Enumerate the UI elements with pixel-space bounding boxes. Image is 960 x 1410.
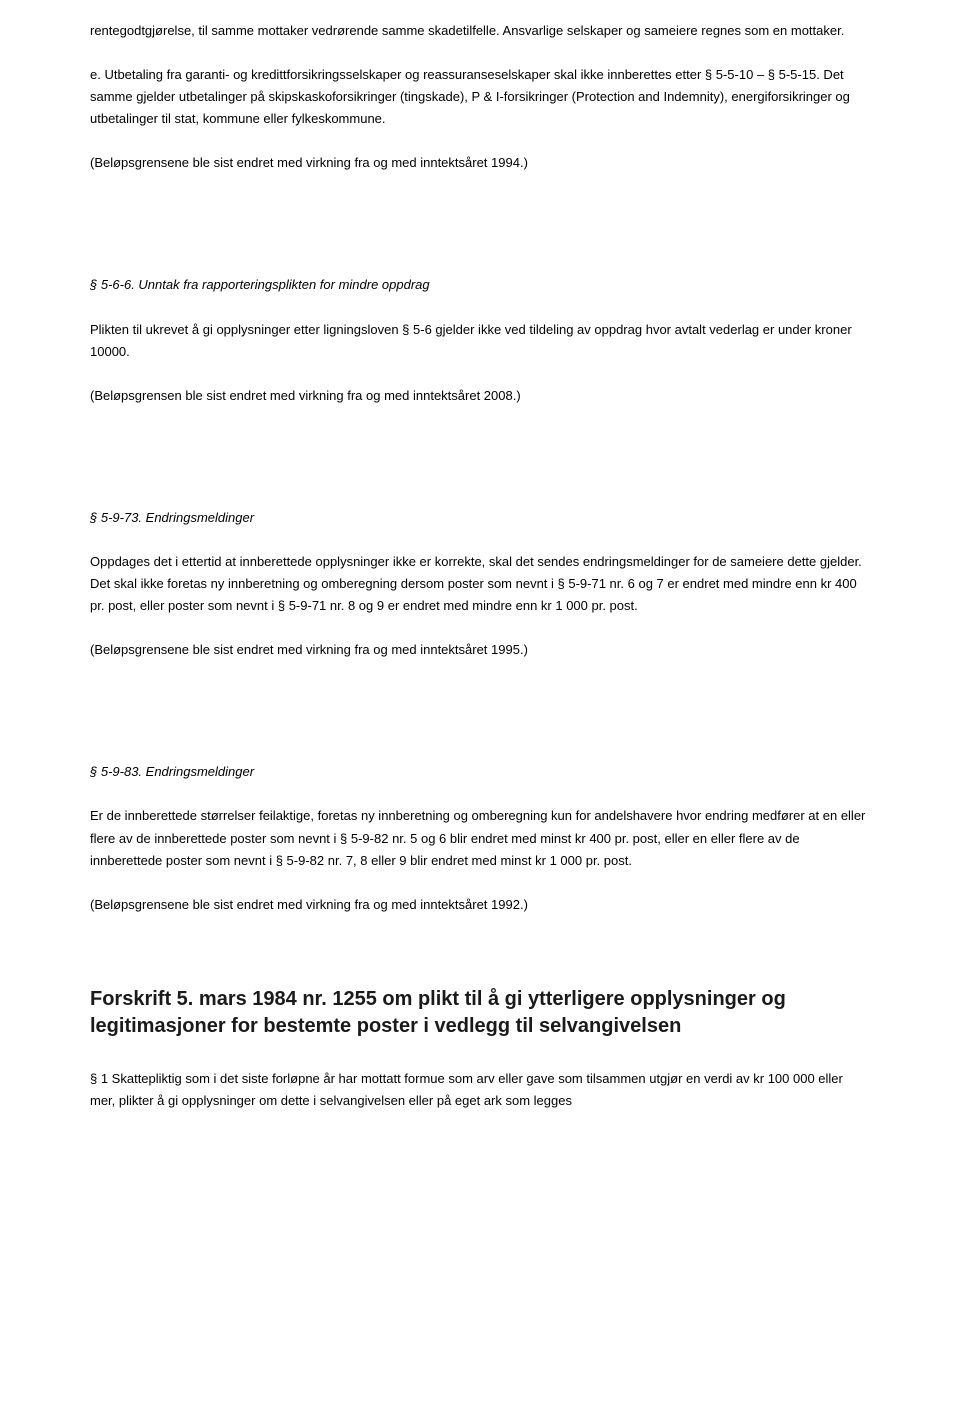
paragraph-1: rentegodtgjørelse, til samme mottaker ve… (90, 20, 870, 42)
section-5-6-6-title: § 5-6-6. Unntak fra rapporteringsplikten… (90, 274, 870, 296)
section-5-9-73-p1: Oppdages det i ettertid at innberettede … (90, 551, 870, 617)
section-5-9-73-p2: (Beløpsgrensene ble sist endret med virk… (90, 639, 870, 661)
section-5-9-83-p2: (Beløpsgrensene ble sist endret med virk… (90, 894, 870, 916)
forskrift-heading: Forskrift 5. mars 1984 nr. 1255 om plikt… (90, 986, 870, 1040)
section-5-9-73-title: § 5-9-73. Endringsmeldinger (90, 507, 870, 529)
paragraph-3: (Beløpsgrensene ble sist endret med virk… (90, 152, 870, 174)
section-5-6-6-p1: Plikten til ukrevet å gi opplysninger et… (90, 319, 870, 363)
section-5-6-6-p2: (Beløpsgrensen ble sist endret med virkn… (90, 385, 870, 407)
section-5-9-83-title: § 5-9-83. Endringsmeldinger (90, 761, 870, 783)
final-paragraph: § 1 Skattepliktig som i det siste forløp… (90, 1068, 870, 1112)
paragraph-2: e. Utbetaling fra garanti- og kredittfor… (90, 64, 870, 130)
section-5-9-83-p1: Er de innberettede størrelser feilaktige… (90, 805, 870, 871)
